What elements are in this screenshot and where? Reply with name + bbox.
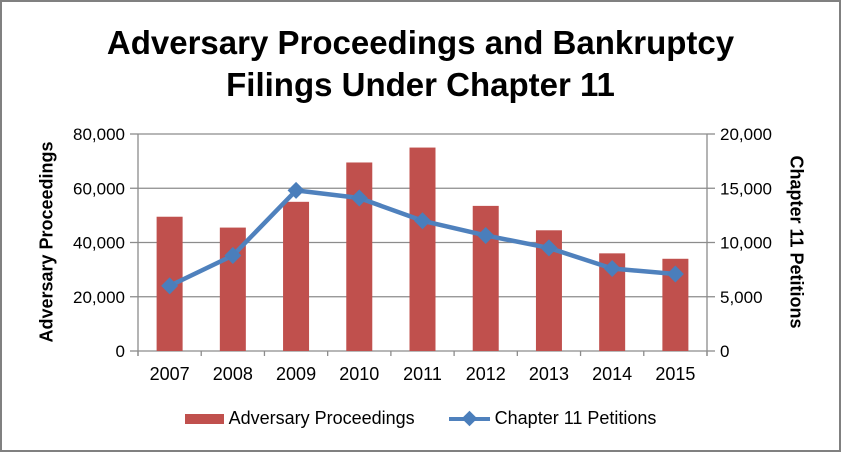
category-label-2012: 2012	[466, 364, 506, 384]
chart-title: Adversary Proceedings and Bankruptcy Fil…	[2, 22, 839, 106]
right-axis-tick-label: 15,000	[720, 179, 772, 198]
left-axis-tick-label: 0	[116, 342, 125, 361]
right-axis-tick-label: 0	[720, 342, 729, 361]
diamond-marker-2010	[350, 189, 368, 207]
category-label-2011: 2011	[403, 364, 442, 384]
chart-title-line-2: Filings Under Chapter 11	[226, 66, 615, 103]
left-axis-tick-label: 80,000	[73, 125, 125, 144]
category-label-2014: 2014	[592, 364, 632, 384]
chart-title-line-1: Adversary Proceedings and Bankruptcy	[106, 24, 735, 61]
right-axis-tick-label: 5,000	[720, 288, 763, 307]
diamond-marker-2007	[161, 277, 179, 295]
right-axis-tick-label: 10,000	[720, 234, 772, 253]
category-label-2008: 2008	[213, 364, 253, 384]
bar-swatch-icon	[184, 413, 224, 424]
category-label-2009: 2009	[276, 364, 316, 384]
legend-item-adversary-proceedings: Adversary Proceedings	[184, 408, 415, 429]
category-label-2015: 2015	[655, 364, 695, 384]
legend: Adversary Proceedings Chapter 11 Petitio…	[2, 408, 839, 429]
legend-label-chapter-11-petitions: Chapter 11 Petitions	[494, 408, 657, 428]
diamond-marker-2014	[603, 260, 621, 278]
right-axis-tick-label: 20,000	[720, 125, 772, 144]
diamond-marker-2011	[414, 212, 431, 230]
legend-item-chapter-11-petitions: Chapter 11 Petitions	[448, 408, 657, 429]
diamond-marker-2008	[224, 247, 242, 265]
diamond-marker-2012	[477, 226, 495, 244]
diamond-marker-2015	[666, 265, 684, 283]
diamond-marker-2013	[540, 239, 558, 257]
left-axis-tick-label: 20,000	[73, 288, 125, 307]
bar-2011	[409, 147, 436, 351]
category-label-2007: 2007	[150, 364, 190, 384]
category-label-2010: 2010	[339, 364, 379, 384]
left-axis-tick-label: 40,000	[73, 234, 125, 253]
left-axis-tick-label: 60,000	[73, 179, 125, 198]
diamond-marker-2009	[287, 181, 305, 199]
category-label-2013: 2013	[529, 364, 569, 384]
legend-label-adversary-proceedings: Adversary Proceedings	[228, 408, 415, 428]
line-diamond-swatch-icon	[448, 409, 490, 429]
legend-diamond-marker	[461, 410, 477, 426]
bar-2009	[283, 201, 310, 351]
